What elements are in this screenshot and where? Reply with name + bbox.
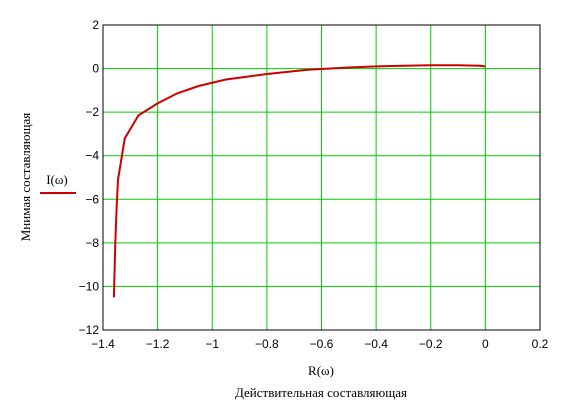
x-tick-label: −1.4 [91,337,115,351]
y-tick-label: −10 [79,279,100,293]
x-tick-labels: −1.4 −1.2 −1 −0.8 −0.6 −0.4 −0.2 0 0.2 [91,337,549,351]
x-tick-label: −1.2 [146,337,170,351]
series-line [112,64,486,298]
y-tick-label: −8 [85,236,99,250]
y-tick-labels: 2 0 −2 −4 −6 −8 −10 −12 [79,18,100,337]
y-tick-label: −4 [85,149,99,163]
x-tick-label: 0 [482,337,489,351]
y-tick-label: 0 [92,62,99,76]
plot-frame [102,24,541,331]
x-axis-title: Действительная составляющая [235,385,407,400]
grid-lines [103,25,540,330]
x-tick-label: −0.4 [364,337,388,351]
y-tick-label: −6 [85,192,99,206]
x-tick-label: −0.6 [310,337,334,351]
series-layer [112,64,486,298]
y-axis-expression: I(ω) [46,172,68,187]
y-axis-title: Мнимая составляющая [18,113,33,242]
x-tick-label: −0.2 [419,337,443,351]
y-tick-label: −2 [85,105,99,119]
y-tick-label: −12 [79,323,100,337]
x-tick-label: 0.2 [532,337,549,351]
x-tick-label: −1 [205,337,219,351]
y-tick-label: 2 [92,18,99,32]
x-tick-label: −0.8 [255,337,279,351]
x-axis-expression: R(ω) [308,363,334,378]
